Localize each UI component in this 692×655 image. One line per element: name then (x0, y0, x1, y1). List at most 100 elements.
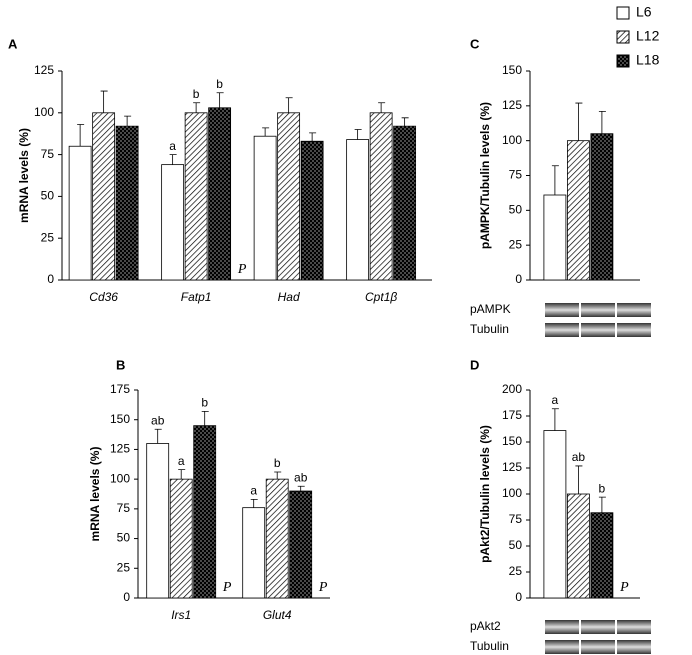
error-bar (178, 469, 186, 480)
legend-label: L6 (636, 4, 652, 20)
error-bar (169, 154, 177, 165)
blot-band (617, 620, 651, 634)
x-tick-label: Had (278, 290, 300, 304)
y-tick-label: 0 (515, 272, 522, 286)
significance-letter: a (178, 454, 185, 468)
y-tick-label: 25 (41, 230, 55, 244)
significance-letter: b (201, 396, 208, 410)
error-bar (285, 97, 293, 113)
bar (146, 443, 170, 599)
error-bar (274, 471, 282, 480)
significance-letter: b (193, 87, 200, 101)
error-bar (575, 102, 583, 141)
panel-label: C (470, 36, 480, 51)
y-tick-label: 0 (47, 272, 54, 286)
y-tick-label: 125 (110, 442, 130, 456)
bar (567, 493, 590, 599)
y-axis-title: mRNA levels (%) (88, 447, 102, 542)
significance-letter: b (274, 456, 281, 470)
y-tick-label: 100 (110, 471, 130, 485)
y-tick-label: 50 (509, 203, 523, 217)
y-tick-label: 100 (34, 105, 54, 119)
significance-letter: ab (151, 413, 165, 427)
y-tick-label: 25 (509, 564, 523, 578)
bar (543, 194, 567, 281)
error-bar (575, 465, 583, 494)
bar (346, 139, 370, 281)
blot-label: pAkt2 (470, 619, 501, 633)
blot-band (545, 620, 579, 634)
error-bar (77, 124, 85, 147)
significance-letter: ab (294, 470, 308, 484)
significance-letter: b (216, 77, 223, 91)
bar (300, 140, 324, 281)
y-tick-label: 25 (509, 237, 523, 251)
blot-band (617, 303, 651, 317)
bar (161, 164, 185, 281)
bar (184, 112, 208, 281)
blot-band (581, 303, 615, 317)
error-bar (216, 92, 224, 108)
blot-band (581, 640, 615, 654)
significance-letter: b (599, 481, 606, 495)
y-tick-label: 75 (509, 512, 523, 526)
blot-band (581, 323, 615, 337)
y-axis-title: mRNA levels (%) (17, 128, 31, 223)
bar (369, 112, 393, 281)
y-axis-title: pAkt2/Tubulin levels (%) (478, 425, 492, 563)
error-bar (598, 496, 606, 513)
blot-band (545, 323, 579, 337)
significance-note: P (318, 580, 328, 595)
blot-band (581, 620, 615, 634)
legend-label: L12 (636, 28, 660, 44)
bar (68, 145, 92, 281)
blot-label: Tubulin (470, 322, 509, 336)
legend-swatch (616, 54, 630, 68)
bar (242, 507, 266, 599)
legend-swatch (616, 6, 630, 20)
error-bar (401, 117, 409, 127)
y-tick-label: 0 (123, 590, 130, 604)
y-tick-label: 200 (502, 382, 522, 396)
y-tick-label: 100 (502, 486, 522, 500)
panel-label: D (470, 357, 479, 372)
y-tick-label: 50 (509, 538, 523, 552)
x-tick-label: Irs1 (171, 608, 191, 622)
bar (208, 107, 232, 281)
x-tick-label: Cd36 (89, 290, 118, 304)
y-tick-label: 75 (41, 147, 55, 161)
y-tick-label: 150 (110, 412, 130, 426)
y-axis-title: pAMPK/Tubulin levels (%) (478, 102, 492, 249)
legend-label: L18 (636, 52, 660, 68)
y-tick-label: 0 (515, 590, 522, 604)
bar (590, 133, 614, 281)
significance-note: P (222, 580, 232, 595)
x-tick-label: Cpt1β (365, 290, 397, 304)
bar (289, 490, 313, 599)
y-tick-label: 100 (502, 133, 522, 147)
bar (169, 478, 193, 599)
significance-letter: a (250, 484, 257, 498)
blot-band (545, 303, 579, 317)
bar (115, 125, 139, 281)
y-tick-label: 75 (117, 501, 131, 515)
significance-letter: a (552, 393, 559, 407)
y-tick-label: 150 (502, 434, 522, 448)
error-bar (262, 127, 270, 137)
y-tick-label: 50 (41, 189, 55, 203)
x-tick-label: Glut4 (263, 608, 292, 622)
error-bar (250, 498, 258, 508)
y-tick-label: 125 (34, 63, 54, 77)
blot-band (617, 323, 651, 337)
y-tick-label: 175 (110, 382, 130, 396)
legend-swatch (616, 30, 630, 44)
bar (393, 125, 417, 281)
error-bar (378, 102, 386, 113)
x-tick-label: Fatp1 (181, 290, 212, 304)
y-tick-label: 125 (502, 98, 522, 112)
error-bar (551, 165, 559, 196)
error-bar (124, 115, 132, 127)
bar (277, 112, 301, 281)
error-bar (354, 129, 362, 140)
error-bar (598, 111, 606, 134)
